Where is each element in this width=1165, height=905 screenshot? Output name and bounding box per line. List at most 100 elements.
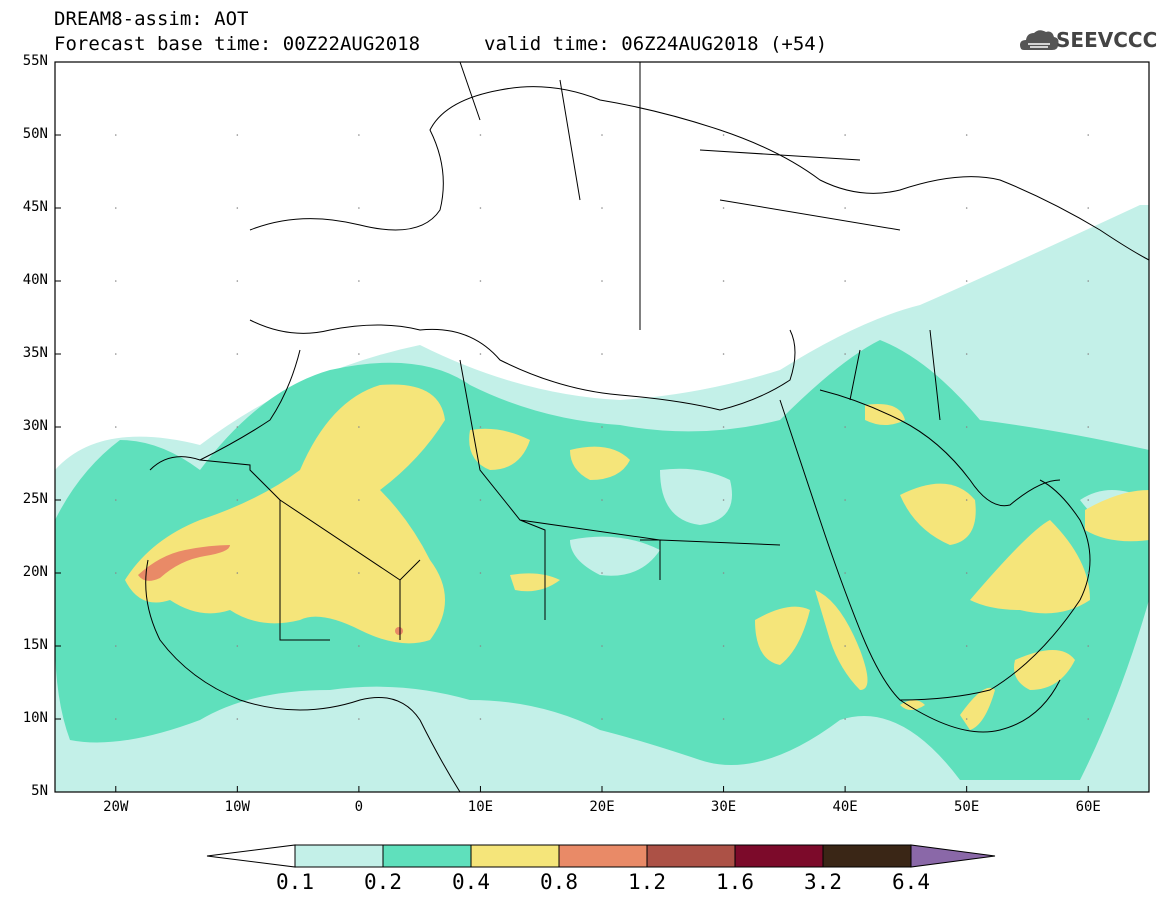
grid-dot — [844, 499, 846, 501]
lat-label: 35N — [22, 345, 48, 361]
map-title: DREAM8-assim: AOT — [54, 8, 249, 30]
grid-dot — [601, 499, 603, 501]
grid-dot — [358, 280, 360, 282]
lat-label: 15N — [22, 637, 48, 653]
colorbar-segment — [822, 844, 912, 868]
grid-dot — [965, 134, 968, 136]
grid-dot — [114, 426, 117, 428]
grid-dot — [479, 353, 482, 355]
grid-dot — [236, 645, 239, 647]
grid-dot — [114, 645, 117, 647]
colorbar — [206, 844, 996, 868]
grid-dot — [479, 499, 482, 501]
grid-dot — [601, 207, 603, 209]
grid-dot — [722, 280, 725, 282]
grid-dot — [844, 645, 846, 647]
lon-label: 40E — [832, 799, 858, 815]
grid-dot — [601, 426, 603, 428]
colorbar-threshold: 3.2 — [804, 870, 842, 894]
grid-dot — [965, 426, 968, 428]
cloud-logo-icon — [1020, 30, 1059, 50]
grid-dot — [479, 718, 482, 720]
colorbar-threshold: 1.2 — [628, 870, 666, 894]
grid-dot — [1087, 572, 1090, 574]
grid-dot — [722, 718, 725, 720]
grid-dot — [479, 572, 482, 574]
colorbar-segment — [294, 844, 384, 868]
grid-dot — [1087, 499, 1090, 501]
colorbar-threshold: 0.8 — [540, 870, 578, 894]
colorbar-low-arrow — [206, 844, 296, 868]
grid-dot — [114, 280, 117, 282]
lat-label: 50N — [22, 126, 48, 142]
grid-dot — [114, 207, 117, 209]
colorbar-threshold: 0.1 — [276, 870, 314, 894]
colorbar-segment — [382, 844, 472, 868]
grid-dot — [1087, 280, 1090, 282]
grid-dot — [236, 572, 239, 574]
colorbar-threshold: 0.2 — [364, 870, 402, 894]
grid-dot — [722, 207, 725, 209]
colorbar-segment — [646, 844, 736, 868]
grid-dot — [236, 426, 239, 428]
grid-dot — [1087, 645, 1090, 647]
grid-dot — [844, 353, 846, 355]
grid-dot — [601, 134, 603, 136]
lon-label: 10E — [467, 799, 494, 815]
grid-dot — [358, 426, 360, 428]
grid-dot — [358, 134, 360, 136]
grid-dot — [1087, 426, 1090, 428]
grid-dot — [844, 280, 846, 282]
grid-dot — [236, 207, 239, 209]
grid-dot — [358, 353, 360, 355]
grid-dot — [844, 134, 846, 136]
grid-dot — [601, 353, 603, 355]
grid-dot — [722, 134, 725, 136]
grid-dot — [358, 572, 360, 574]
grid-dot — [358, 718, 360, 720]
logo-text: SEEVCCC — [1056, 28, 1158, 52]
grid-dot — [722, 499, 725, 501]
lon-label: 50E — [954, 799, 980, 815]
grid-dot — [479, 645, 482, 647]
grid-dot — [965, 499, 968, 501]
grid-dot — [722, 426, 725, 428]
grid-dot — [1087, 353, 1090, 355]
grid-dot — [479, 207, 482, 209]
grid-dot — [114, 353, 117, 355]
grid-dot — [114, 718, 117, 720]
lon-label: 30E — [710, 799, 737, 815]
grid-dot — [722, 645, 725, 647]
lon-label: 60E — [1075, 799, 1101, 815]
lat-label: 55N — [22, 53, 48, 69]
lat-label: 40N — [22, 272, 48, 288]
grid-dot — [965, 353, 968, 355]
grid-dot — [1087, 718, 1090, 720]
colorbar-segment — [558, 844, 648, 868]
grid-dot — [965, 572, 968, 574]
grid-dot — [236, 134, 239, 136]
base-time: Forecast base time: 00Z22AUG2018 — [54, 33, 421, 55]
lat-label: 20N — [22, 564, 48, 580]
grid-dot — [114, 134, 117, 136]
grid-dot — [844, 572, 846, 574]
grid-dot — [479, 426, 482, 428]
grid-dot — [965, 207, 968, 209]
colorbar-high-arrow — [910, 844, 996, 868]
lon-label: 0 — [354, 799, 364, 815]
colorbar-threshold: 6.4 — [892, 870, 930, 894]
colorbar-segment — [734, 844, 824, 868]
grid-dot — [1087, 207, 1090, 209]
grid-dot — [358, 499, 360, 501]
grid-dot — [479, 280, 482, 282]
lat-label: 10N — [22, 710, 48, 726]
grid-dot — [844, 718, 846, 720]
grid-dot — [358, 207, 360, 209]
grid-dot — [722, 572, 725, 574]
grid-dot — [601, 280, 603, 282]
colorbar-threshold: 0.4 — [452, 870, 490, 894]
lon-label: 10W — [224, 799, 250, 815]
lat-label: 45N — [22, 199, 48, 215]
valid-time: valid time: 06Z24AUG2018 (+54) — [484, 33, 828, 55]
